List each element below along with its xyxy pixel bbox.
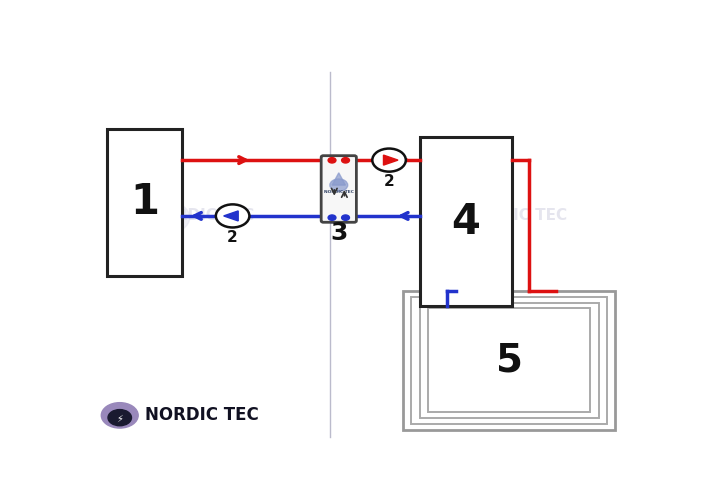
Circle shape <box>328 215 336 220</box>
Circle shape <box>342 158 350 163</box>
Circle shape <box>454 201 503 234</box>
Text: 5: 5 <box>496 342 523 380</box>
Circle shape <box>216 204 249 228</box>
Circle shape <box>451 218 492 246</box>
Polygon shape <box>147 194 184 218</box>
Circle shape <box>108 410 131 426</box>
Polygon shape <box>456 212 487 233</box>
Polygon shape <box>384 155 398 165</box>
Polygon shape <box>224 211 238 221</box>
Text: 2: 2 <box>384 174 394 189</box>
Text: NORDIC TEC: NORDIC TEC <box>145 406 259 424</box>
Text: 2: 2 <box>227 230 238 244</box>
Text: NORDIC TEC: NORDIC TEC <box>324 190 354 194</box>
Polygon shape <box>460 194 497 218</box>
FancyBboxPatch shape <box>321 156 356 222</box>
Polygon shape <box>332 173 345 185</box>
FancyBboxPatch shape <box>403 291 616 430</box>
Text: ⚡: ⚡ <box>475 210 482 220</box>
Circle shape <box>372 148 406 172</box>
Text: NORDIC TEC: NORDIC TEC <box>150 208 254 224</box>
Text: ⚡: ⚡ <box>162 210 169 220</box>
FancyBboxPatch shape <box>107 130 182 276</box>
Text: 3: 3 <box>330 221 348 245</box>
FancyBboxPatch shape <box>420 302 598 418</box>
Text: 4: 4 <box>451 200 480 242</box>
Circle shape <box>328 158 336 163</box>
Text: ⚡: ⚡ <box>468 226 475 235</box>
Circle shape <box>329 179 348 192</box>
FancyBboxPatch shape <box>428 308 590 412</box>
Text: 1: 1 <box>130 182 159 224</box>
FancyBboxPatch shape <box>412 297 607 424</box>
Circle shape <box>141 201 190 234</box>
FancyBboxPatch shape <box>420 137 512 306</box>
Circle shape <box>342 215 350 220</box>
Text: NORDIC TEC: NORDIC TEC <box>463 208 567 224</box>
Text: ⚡: ⚡ <box>116 414 123 424</box>
Circle shape <box>101 402 138 428</box>
